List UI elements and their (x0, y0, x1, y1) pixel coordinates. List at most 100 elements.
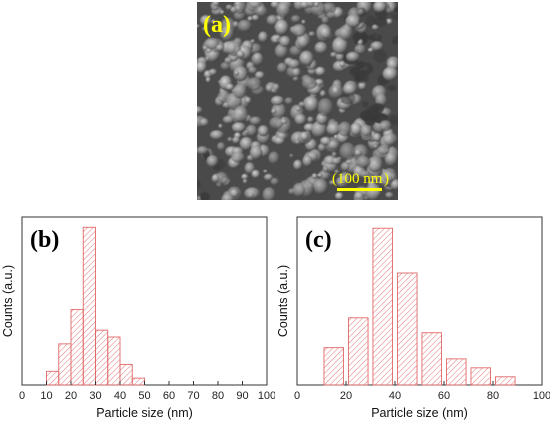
sem-particle (248, 66, 258, 74)
sem-particle (211, 19, 216, 24)
sem-particle (326, 122, 341, 136)
x-tick-label: 40 (389, 390, 401, 402)
sem-particle (274, 43, 288, 59)
sem-micrograph: (a) ( 100 nm ) (197, 2, 398, 200)
sem-particle (311, 121, 327, 138)
sem-particle (382, 133, 398, 146)
sem-particle (204, 37, 220, 50)
sem-particle (371, 24, 379, 31)
x-tick-label: 40 (114, 390, 126, 402)
sem-particle (233, 2, 247, 15)
sem-particle (292, 67, 301, 78)
sem-particle (345, 14, 361, 28)
scale-bar-line (337, 188, 382, 191)
sem-particle (304, 95, 319, 113)
sem-particle (365, 183, 382, 200)
sem-particle (385, 192, 394, 199)
sem-particle (247, 192, 254, 198)
sem-particle (255, 71, 265, 80)
sem-particle (247, 77, 262, 91)
sem-particle (287, 59, 301, 69)
histogram-bar (82, 226, 96, 386)
sem-particle (210, 130, 224, 140)
histogram-bar (107, 336, 121, 386)
sem-particle (273, 39, 278, 43)
sem-particle (258, 31, 268, 43)
sem-particle (262, 187, 276, 200)
sem-particle (298, 101, 306, 108)
x-tick-label: 0 (294, 390, 300, 402)
sem-particle (339, 61, 346, 67)
sem-particle (236, 50, 245, 59)
sem-particle (354, 191, 364, 200)
sem-particle (271, 108, 277, 114)
sem-particle (263, 169, 268, 173)
sem-particle (322, 165, 329, 173)
sem-particle (249, 116, 262, 126)
sem-particle (317, 98, 333, 117)
histogram-bar (347, 317, 369, 386)
sem-particle (372, 174, 380, 182)
sem-particle (232, 122, 246, 133)
sem-particle (319, 90, 326, 97)
sem-particle (340, 161, 350, 172)
sem-particle (352, 33, 361, 42)
sem-particle (197, 106, 203, 114)
sem-particle (208, 68, 217, 76)
sem-particle (382, 66, 398, 81)
x-tick-label: 100 (258, 390, 275, 402)
sem-particle (232, 21, 239, 28)
histogram-bar (323, 347, 345, 386)
sem-particle (289, 154, 294, 158)
sem-particle (266, 14, 279, 26)
sem-particle (334, 169, 340, 174)
sem-particle (221, 193, 234, 200)
x-axis-title: Particle size (nm) (96, 406, 193, 420)
sem-particle (370, 41, 384, 51)
sem-particle (385, 18, 393, 25)
sem-particle (215, 44, 225, 52)
sem-particle (317, 143, 326, 152)
sem-particle (339, 24, 353, 41)
sem-particle (313, 2, 320, 8)
sem-particle (390, 179, 398, 190)
y-axis-title: Counts (a.u.) (1, 265, 15, 337)
sem-particle (197, 180, 201, 189)
sem-particle (392, 35, 398, 45)
sem-particle (247, 16, 253, 22)
sem-particle (244, 162, 255, 175)
sem-particle (335, 192, 344, 200)
sem-particles (197, 2, 398, 200)
sem-particle (389, 114, 398, 126)
sem-particle (313, 178, 328, 195)
sem-particle (215, 172, 229, 185)
sem-particle (301, 19, 306, 25)
sem-particle (342, 82, 357, 96)
sem-particle (367, 47, 374, 53)
sem-particle (218, 123, 223, 129)
x-tick-label: 0 (19, 390, 25, 402)
sem-particle (356, 156, 371, 169)
sem-particle (233, 83, 247, 99)
sem-particle (268, 151, 280, 165)
sem-particle (311, 173, 318, 179)
scale-bar-text-open: ( (332, 171, 337, 187)
sem-particle (244, 96, 252, 104)
sem-particle (373, 49, 387, 63)
sem-particle (276, 2, 291, 18)
sem-particle (364, 115, 376, 126)
sem-particle (271, 95, 284, 106)
plot-frame (296, 216, 543, 386)
sem-particle (318, 170, 331, 181)
x-tick-label: 20 (340, 390, 352, 402)
sem-particle (299, 50, 314, 66)
sem-particle (328, 84, 344, 99)
sem-particle (373, 144, 378, 149)
sem-particle (372, 132, 382, 142)
sem-particle (274, 136, 285, 145)
sem-particle (302, 77, 317, 90)
sem-particle (237, 19, 252, 33)
sem-particle (377, 145, 390, 155)
sem-particle (379, 120, 392, 132)
sem-particle (225, 83, 235, 91)
